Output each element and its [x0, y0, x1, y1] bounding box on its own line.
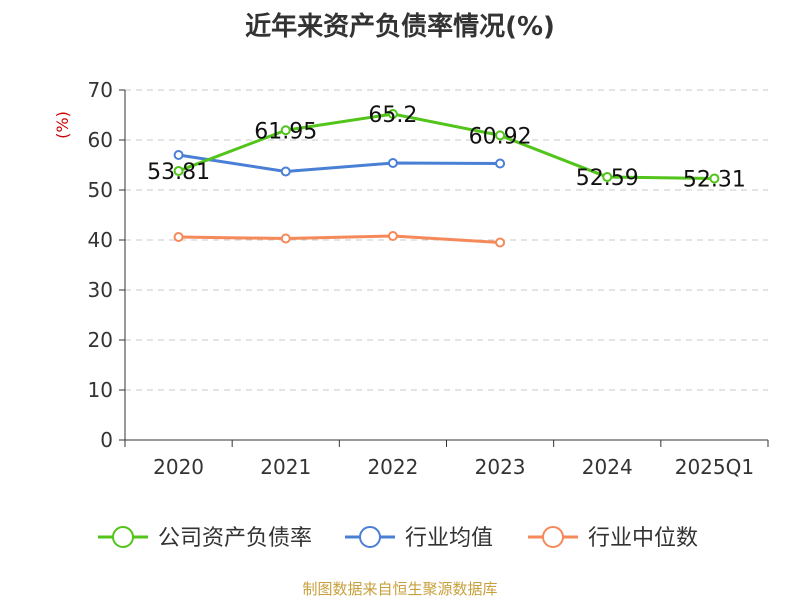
data-label: 52.59: [576, 166, 639, 191]
data-point: [173, 165, 184, 176]
series-line-2: [178, 234, 501, 244]
data-point: [709, 173, 720, 184]
y-tick-label: 40: [88, 228, 113, 252]
data-label: 60.92: [469, 124, 532, 149]
y-tick-label: 70: [88, 78, 113, 102]
data-point: [387, 109, 398, 119]
legend: 公司资产负债率 行业均值 行业中位数: [98, 526, 698, 551]
y-tick-label: 50: [88, 178, 113, 202]
data-point: [280, 233, 291, 244]
y-tick-label: 60: [88, 128, 113, 152]
x-tick-label: 2020: [153, 455, 204, 479]
x-tick-label: 2024: [582, 455, 633, 479]
x-tick-label: 2025Q1: [675, 455, 754, 479]
source-note: 制图数据来自恒生聚源数据库: [302, 580, 498, 598]
legend-marker: [359, 526, 381, 548]
legend-marker: [112, 526, 134, 548]
data-point: [495, 158, 506, 169]
legend-label: 行业中位数: [588, 526, 698, 551]
data-point: [280, 125, 291, 136]
data-point: [387, 231, 398, 241]
data-point: [387, 158, 398, 168]
axes: 0 10 20 30 40 50 60 70 2020 2021 2022 2023 2024 2025Q…: [88, 78, 769, 479]
data-point: [495, 130, 506, 141]
data-label: 52.31: [683, 167, 746, 192]
y-tick-label: 30: [88, 278, 113, 302]
chart-title: 近年来资产负债率情况(%): [245, 12, 555, 42]
x-tick-label: 2021: [260, 455, 311, 479]
legend-label: 公司资产负债率: [158, 526, 312, 551]
data-label: 65.2: [368, 103, 417, 128]
x-tick-label: 2023: [475, 455, 526, 479]
legend-marker: [542, 526, 564, 548]
y-tick-label: 0: [100, 428, 113, 452]
data-point: [173, 150, 184, 160]
data-point: [173, 232, 184, 242]
legend-label: 行业均值: [405, 526, 493, 551]
data-labels: 53.81 61.95 65.2 60.92 52.59 52.31: [147, 103, 746, 192]
data-label: 53.81: [147, 160, 210, 185]
data-point: [280, 166, 291, 177]
series-line-1: [178, 153, 501, 173]
y-axis-unit-label: (%): [53, 111, 72, 139]
data-point: [602, 172, 613, 183]
series-lines: [173, 109, 720, 248]
y-tick-label: 10: [88, 378, 113, 402]
data-point: [495, 237, 506, 248]
y-tick-label: 20: [88, 328, 113, 352]
x-tick-label: 2022: [367, 455, 418, 479]
series-line-0: [178, 112, 715, 180]
data-label: 61.95: [254, 119, 317, 144]
